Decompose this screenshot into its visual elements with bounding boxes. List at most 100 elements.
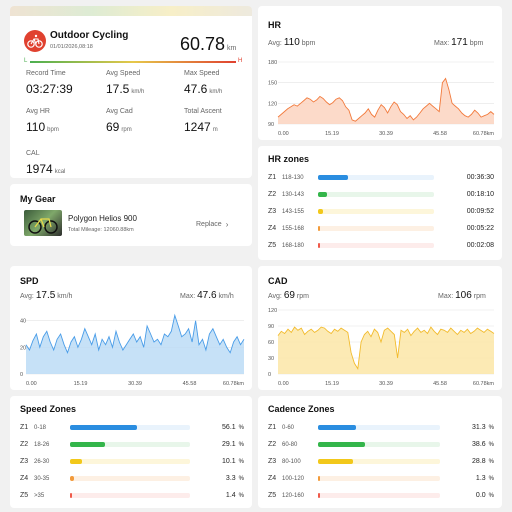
y-tick-label: 60 [268,340,274,346]
zone-name: Z2 [20,441,29,448]
stat-label: Avg Cad [106,108,133,115]
y-tick-label: 0 [268,372,271,378]
stat-value: 69 rpm [106,120,132,134]
y-tick-label: 150 [268,81,277,87]
zone-row: Z4 30-35 3.3% [20,475,246,482]
y-tick-label: 90 [268,122,274,128]
series-line [277,77,495,122]
zone-range: 80-100 [282,458,301,465]
zone-row: Z5 168-180 00:02:08 [268,242,494,249]
spd-max: Max: 47.6 km/h [180,290,234,301]
y-tick-label: 90 [268,324,274,330]
stat-value: 17.5 km/h [106,82,145,96]
chevron-right-icon: › [225,220,229,229]
x-tick-label: 15.19 [325,131,339,137]
zone-name: Z4 [268,225,277,232]
x-tick-label: 30.39 [379,131,393,137]
y-tick-label: 30 [268,356,274,362]
zone-bar-fill [70,425,138,430]
zone-range: 0-60 [282,424,295,431]
cadence-zones-title: Cadence Zones [268,404,335,414]
y-tick-label: 120 [268,101,277,107]
zone-range: 60-80 [282,441,298,448]
zone-bar-track [318,209,434,214]
zone-bar-fill [70,442,105,447]
bike-photo [24,210,62,236]
zone-value: 1.3% [475,475,494,482]
y-tick-label: 20 [20,345,26,351]
distance-value: 60.78 km [180,34,237,54]
zone-bar-fill [318,175,349,180]
x-tick-label: 0.00 [278,131,289,137]
zone-value: 28.8% [472,458,494,465]
zone-name: Z3 [268,208,277,215]
zone-row: Z1 118-130 00:36:30 [268,174,494,181]
zone-row: Z3 26-30 10.1% [20,458,246,465]
zone-name: Z2 [268,191,277,198]
spd-avg: Avg: 17.5 km/h [20,290,73,301]
zone-value: 56.1% [222,424,244,431]
stat-label: Record Time [26,70,66,77]
series-area [278,327,494,374]
stat-label: CAL [26,150,40,157]
zone-range: 120-160 [282,492,305,499]
x-tick-label: 15.19 [74,381,88,387]
zone-bar-track [70,476,190,481]
spd-title: SPD [20,276,39,286]
replace-button[interactable]: Replace › [196,220,229,229]
bike-mileage: Total Mileage: 12060.88km [68,227,134,233]
stat-item: Avg HR 110 bpm [26,108,59,136]
x-tick-label: 0.00 [26,381,37,387]
intensity-scale: L H [24,58,244,66]
hr-zones-title: HR zones [268,154,310,164]
zone-bar-track [70,493,190,498]
zone-bar-track [318,442,440,447]
zone-row: Z1 0-60 31.3% [268,424,494,431]
series-area [26,315,244,374]
hr-chart: 90 120 150 180 0.00 15.19 30.39 45.58 60.78km [268,60,495,137]
zone-bar-track [318,226,434,231]
zone-bar-track [70,459,190,464]
zone-name: Z1 [268,424,277,431]
zone-row: Z2 130-143 00:18:10 [268,191,494,198]
activity-datetime: 01/01/2026,08:18 [50,44,93,50]
cad-max: Max: 106 rpm [438,290,486,301]
cad-card: CAD Avg: 69 rpm Max: 106 rpm 0 30 60 90 120 0… [258,266,502,390]
stat-item: Avg Cad 69 rpm [106,108,133,136]
zone-bar-fill [70,459,83,464]
zone-name: Z4 [268,475,277,482]
zone-range: 168-180 [282,242,305,249]
zone-name: Z4 [20,475,29,482]
stat-value: 03:27:39 [26,82,73,96]
x-tick-label: 30.39 [379,381,393,387]
scale-right-label: H [238,58,243,64]
zone-name: Z1 [20,424,29,431]
zone-bar-track [318,476,440,481]
gear-card[interactable]: My Gear Polygon Helios 900 Total Mileage… [10,184,252,246]
spd-card: SPD Avg: 17.5 km/h Max: 47.6 km/h 0 20 40 0… [10,266,252,390]
speed-zones-title: Speed Zones [20,404,77,414]
series-line [25,313,245,354]
zone-name: Z2 [268,441,277,448]
stat-item: Max Speed 47.6 km/h [184,70,222,98]
zone-row: Z3 143-155 00:09:52 [268,208,494,215]
y-tick-label: 120 [268,308,277,314]
zone-bar-fill [70,493,72,498]
zone-row: Z2 18-26 29.1% [20,441,246,448]
zone-name: Z3 [268,458,277,465]
hr-avg: Avg: 110 bpm [268,37,316,48]
x-tick-label: 0.00 [278,381,289,387]
zone-bar-fill [318,209,323,214]
zone-row: Z4 155-168 00:05:22 [268,225,494,232]
y-tick-label: 180 [268,60,277,66]
x-tick-label: 60.78km [473,381,495,387]
zone-value: 00:18:10 [466,191,494,198]
speed-zones-card: Speed Zones Z1 0-18 56.1% Z2 18-26 29.1% Z3 26-… [10,396,252,508]
activity-title: Outdoor Cycling [50,30,129,41]
cad-avg: Avg: 69 rpm [268,290,309,301]
hr-title: HR [268,20,281,30]
stat-item: CAL 1974 kcal [26,150,65,178]
stat-item: Avg Speed 17.5 km/h [106,70,144,98]
zone-value: 31.3% [472,424,494,431]
zone-value: 00:05:22 [466,225,494,232]
